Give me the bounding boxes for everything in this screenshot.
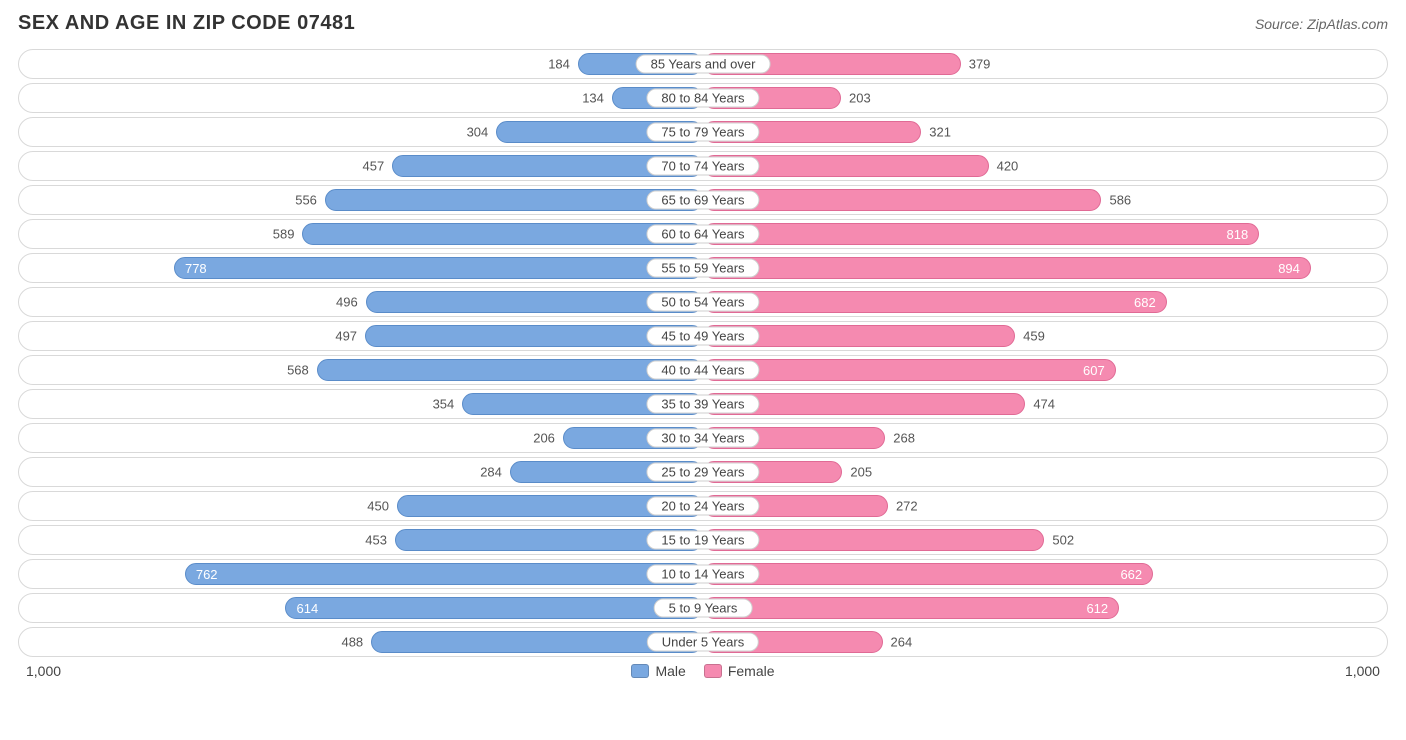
- chart-header: SEX AND AGE IN ZIP CODE 07481 Source: Zi…: [18, 12, 1388, 35]
- age-category-label: 85 Years and over: [636, 55, 771, 74]
- female-bar: 607: [703, 359, 1116, 381]
- legend-item: Female: [704, 663, 775, 679]
- chart-row: 354 474 35 to 39 Years: [18, 389, 1388, 419]
- chart-row: 778 894 55 to 59 Years: [18, 253, 1388, 283]
- female-bar: 894: [703, 257, 1311, 279]
- female-bar: [703, 189, 1101, 211]
- chart-row: 496 682 50 to 54 Years: [18, 287, 1388, 317]
- age-category-label: 80 to 84 Years: [646, 89, 759, 108]
- age-category-label: 15 to 19 Years: [646, 531, 759, 550]
- chart-title: SEX AND AGE IN ZIP CODE 07481: [18, 12, 355, 35]
- male-value: 497: [335, 329, 357, 344]
- female-value: 474: [1033, 397, 1055, 412]
- age-category-label: 40 to 44 Years: [646, 361, 759, 380]
- legend: Male Female: [631, 663, 774, 679]
- female-value: 264: [891, 635, 913, 650]
- chart-row: 304 321 75 to 79 Years: [18, 117, 1388, 147]
- age-category-label: 35 to 39 Years: [646, 395, 759, 414]
- female-value: 662: [1120, 567, 1142, 582]
- male-value: 184: [548, 57, 570, 72]
- age-category-label: 65 to 69 Years: [646, 191, 759, 210]
- female-value: 502: [1052, 533, 1074, 548]
- age-category-label: 55 to 59 Years: [646, 259, 759, 278]
- male-value: 568: [287, 363, 309, 378]
- age-category-label: 70 to 74 Years: [646, 157, 759, 176]
- chart-source: Source: ZipAtlas.com: [1255, 16, 1388, 32]
- female-value: 612: [1086, 601, 1108, 616]
- male-bar: 762: [185, 563, 703, 585]
- age-category-label: 25 to 29 Years: [646, 463, 759, 482]
- male-value: 354: [433, 397, 455, 412]
- male-value: 556: [295, 193, 317, 208]
- chart-footer: 1,000 Male Female 1,000: [18, 663, 1388, 679]
- male-value: 206: [533, 431, 555, 446]
- female-value: 205: [850, 465, 872, 480]
- male-value: 762: [196, 567, 218, 582]
- female-bar: 682: [703, 291, 1167, 313]
- female-value: 272: [896, 499, 918, 514]
- male-value: 496: [336, 295, 358, 310]
- female-value: 818: [1227, 227, 1249, 242]
- female-bar: 818: [703, 223, 1259, 245]
- age-category-label: 20 to 24 Years: [646, 497, 759, 516]
- female-value: 420: [997, 159, 1019, 174]
- male-value: 304: [467, 125, 489, 140]
- male-value: 457: [363, 159, 385, 174]
- chart-row: 284 205 25 to 29 Years: [18, 457, 1388, 487]
- legend-item: Male: [631, 663, 685, 679]
- female-value: 203: [849, 91, 871, 106]
- female-value: 894: [1278, 261, 1300, 276]
- male-bar: [317, 359, 703, 381]
- chart-row: 184 379 85 Years and over: [18, 49, 1388, 79]
- chart-row: 206 268 30 to 34 Years: [18, 423, 1388, 453]
- female-value: 268: [893, 431, 915, 446]
- female-bar: 662: [703, 563, 1153, 585]
- age-category-label: Under 5 Years: [647, 633, 759, 652]
- axis-label-right: 1,000: [1345, 663, 1380, 679]
- chart-row: 134 203 80 to 84 Years: [18, 83, 1388, 113]
- female-value: 321: [929, 125, 951, 140]
- male-value: 453: [365, 533, 387, 548]
- female-value: 682: [1134, 295, 1156, 310]
- chart-row: 568 607 40 to 44 Years: [18, 355, 1388, 385]
- male-bar: [302, 223, 703, 245]
- legend-swatch: [631, 664, 649, 678]
- age-category-label: 75 to 79 Years: [646, 123, 759, 142]
- axis-label-left: 1,000: [26, 663, 61, 679]
- female-value: 586: [1109, 193, 1131, 208]
- male-value: 450: [367, 499, 389, 514]
- male-value: 778: [185, 261, 207, 276]
- female-value: 607: [1083, 363, 1105, 378]
- legend-swatch: [704, 664, 722, 678]
- male-value: 614: [296, 601, 318, 616]
- female-value: 379: [969, 57, 991, 72]
- male-value: 589: [273, 227, 295, 242]
- age-category-label: 45 to 49 Years: [646, 327, 759, 346]
- chart-row: 556 586 65 to 69 Years: [18, 185, 1388, 215]
- chart-row: 450 272 20 to 24 Years: [18, 491, 1388, 521]
- male-value: 284: [480, 465, 502, 480]
- male-value: 134: [582, 91, 604, 106]
- age-category-label: 10 to 14 Years: [646, 565, 759, 584]
- chart-row: 614 612 5 to 9 Years: [18, 593, 1388, 623]
- male-bar: 614: [285, 597, 703, 619]
- age-category-label: 60 to 64 Years: [646, 225, 759, 244]
- male-value: 488: [341, 635, 363, 650]
- chart-row: 453 502 15 to 19 Years: [18, 525, 1388, 555]
- legend-label: Male: [655, 663, 685, 679]
- chart-row: 457 420 70 to 74 Years: [18, 151, 1388, 181]
- female-bar: 612: [703, 597, 1119, 619]
- female-value: 459: [1023, 329, 1045, 344]
- legend-label: Female: [728, 663, 775, 679]
- chart-row: 497 459 45 to 49 Years: [18, 321, 1388, 351]
- age-category-label: 5 to 9 Years: [654, 599, 753, 618]
- age-category-label: 50 to 54 Years: [646, 293, 759, 312]
- chart-row: 762 662 10 to 14 Years: [18, 559, 1388, 589]
- chart-row: 488 264 Under 5 Years: [18, 627, 1388, 657]
- chart-area: 184 379 85 Years and over 134 203 80 to 84 Ye…: [18, 49, 1388, 657]
- chart-row: 589 818 60 to 64 Years: [18, 219, 1388, 249]
- age-category-label: 30 to 34 Years: [646, 429, 759, 448]
- male-bar: 778: [174, 257, 703, 279]
